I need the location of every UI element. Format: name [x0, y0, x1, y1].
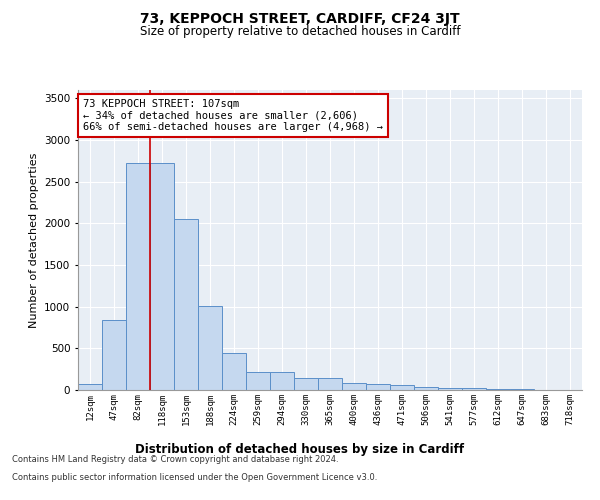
Text: 73, KEPPOCH STREET, CARDIFF, CF24 3JT: 73, KEPPOCH STREET, CARDIFF, CF24 3JT [140, 12, 460, 26]
Bar [438, 388, 462, 390]
Bar [510, 389, 534, 390]
Bar [486, 388, 510, 390]
Bar [462, 388, 486, 390]
Bar [342, 383, 366, 390]
Bar [246, 372, 270, 390]
Bar [126, 164, 150, 390]
Bar [294, 378, 318, 390]
Text: Size of property relative to detached houses in Cardiff: Size of property relative to detached ho… [140, 25, 460, 38]
Bar [198, 306, 222, 390]
Bar [102, 320, 126, 390]
Text: Contains public sector information licensed under the Open Government Licence v3: Contains public sector information licen… [12, 473, 377, 482]
Bar [150, 164, 174, 390]
Bar [366, 384, 390, 390]
Text: Contains HM Land Registry data © Crown copyright and database right 2024.: Contains HM Land Registry data © Crown c… [12, 456, 338, 464]
Bar [222, 352, 246, 390]
Bar [270, 372, 294, 390]
Bar [78, 384, 102, 390]
Y-axis label: Number of detached properties: Number of detached properties [29, 152, 38, 328]
Bar [174, 219, 198, 390]
Text: 73 KEPPOCH STREET: 107sqm
← 34% of detached houses are smaller (2,606)
66% of se: 73 KEPPOCH STREET: 107sqm ← 34% of detac… [83, 99, 383, 132]
Bar [318, 378, 342, 390]
Bar [390, 386, 414, 390]
Text: Distribution of detached houses by size in Cardiff: Distribution of detached houses by size … [136, 442, 464, 456]
Bar [414, 386, 438, 390]
